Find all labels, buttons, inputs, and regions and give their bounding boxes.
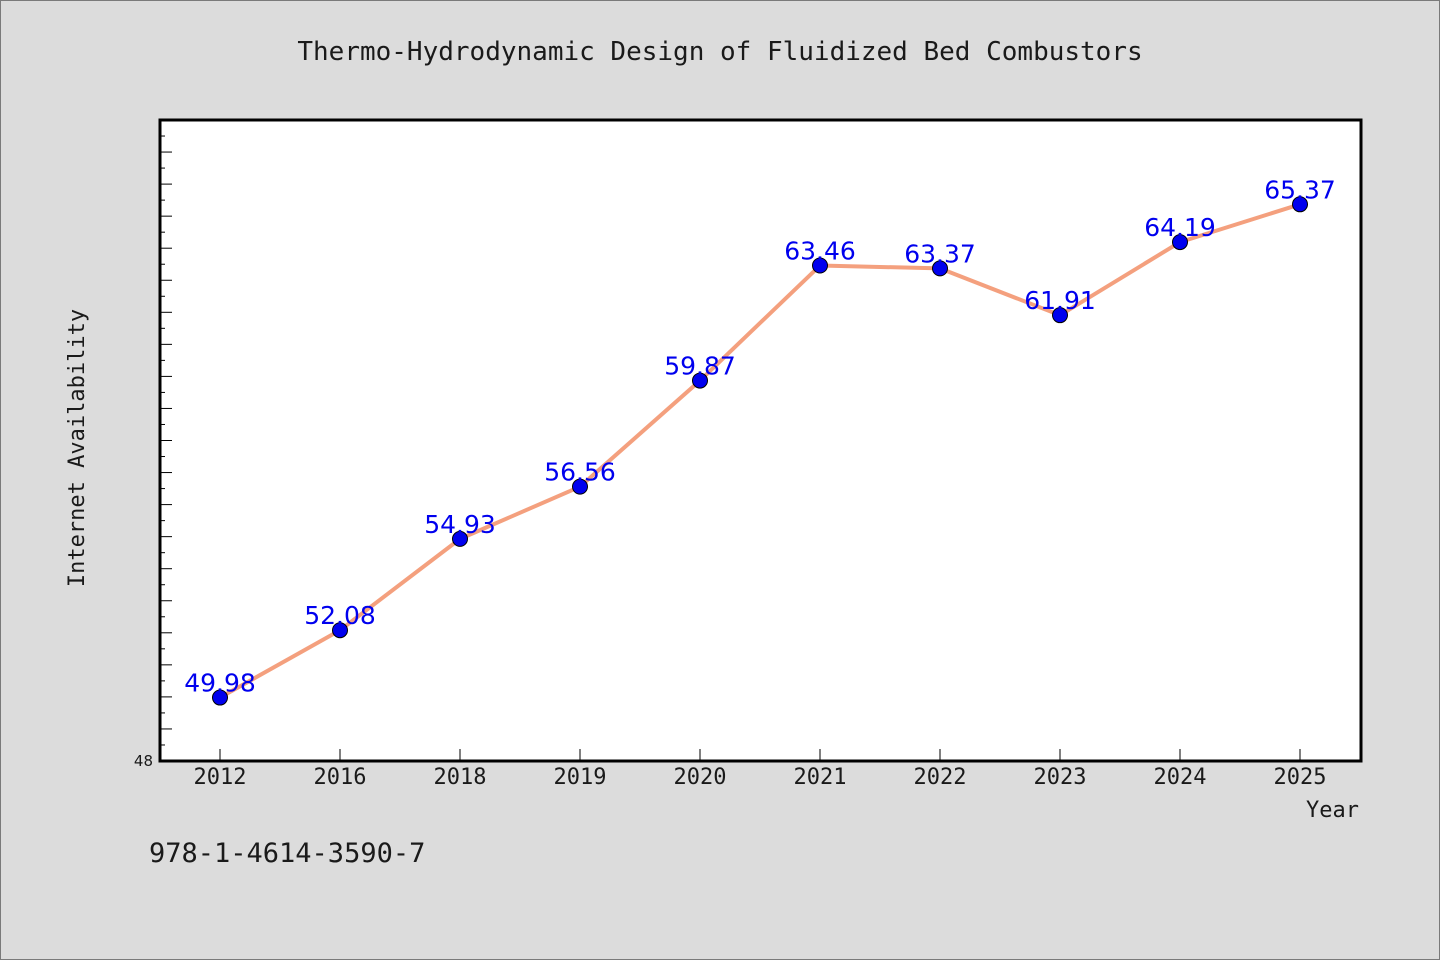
data-label: 63.37 <box>904 239 976 268</box>
plot-area <box>160 120 1361 761</box>
x-tick-label: 2024 <box>1154 765 1207 790</box>
data-point <box>1292 196 1308 213</box>
x-tick-label: 2018 <box>434 765 487 790</box>
data-point <box>1172 234 1188 251</box>
data-label: 49.98 <box>184 669 256 698</box>
x-tick-label: 2022 <box>914 765 967 790</box>
x-tick-label: 2023 <box>1034 765 1087 790</box>
x-tick-label: 2016 <box>314 765 367 790</box>
y-tick-label: 48 <box>134 752 153 770</box>
y-axis-ticks: 48 <box>134 135 172 770</box>
data-markers <box>212 196 1308 706</box>
data-label: 64.19 <box>1144 213 1216 242</box>
data-label: 56.56 <box>544 458 616 487</box>
x-tick-label: 2020 <box>674 765 727 790</box>
x-axis-ticks: 2012 2016 2018 2019 2020 2021 2022 2023 2024 2025 <box>194 749 1327 790</box>
data-label: 54.93 <box>424 510 496 539</box>
data-point <box>572 478 588 495</box>
plot-frame <box>158 118 1363 763</box>
x-tick-label: 2019 <box>554 765 607 790</box>
x-axis-label: Year <box>1306 798 1359 823</box>
data-label: 52.08 <box>304 601 376 630</box>
data-point <box>1052 307 1068 324</box>
data-point <box>212 689 228 706</box>
x-tick-label: 2021 <box>794 765 847 790</box>
x-tick-label: 2025 <box>1274 765 1327 790</box>
chart-title: Thermo-Hydrodynamic Design of Fluidized … <box>297 37 1142 67</box>
isbn-text: 978-1-4614-3590-7 <box>149 838 425 869</box>
data-point <box>692 372 708 389</box>
y-axis-label: Internet Availability <box>65 309 90 587</box>
data-point <box>932 260 948 277</box>
series-line <box>218 202 1302 700</box>
data-label: 61.91 <box>1024 286 1096 315</box>
data-point <box>332 622 348 639</box>
data-labels: 49.98 52.08 54.93 56.56 59.87 63.46 63.37 61.91… <box>184 175 1336 697</box>
data-label: 63.46 <box>784 237 856 266</box>
data-label: 65.37 <box>1264 175 1336 204</box>
data-point <box>452 530 468 547</box>
data-label: 59.87 <box>664 352 736 381</box>
data-point <box>812 257 828 274</box>
x-tick-label: 2012 <box>194 765 247 790</box>
